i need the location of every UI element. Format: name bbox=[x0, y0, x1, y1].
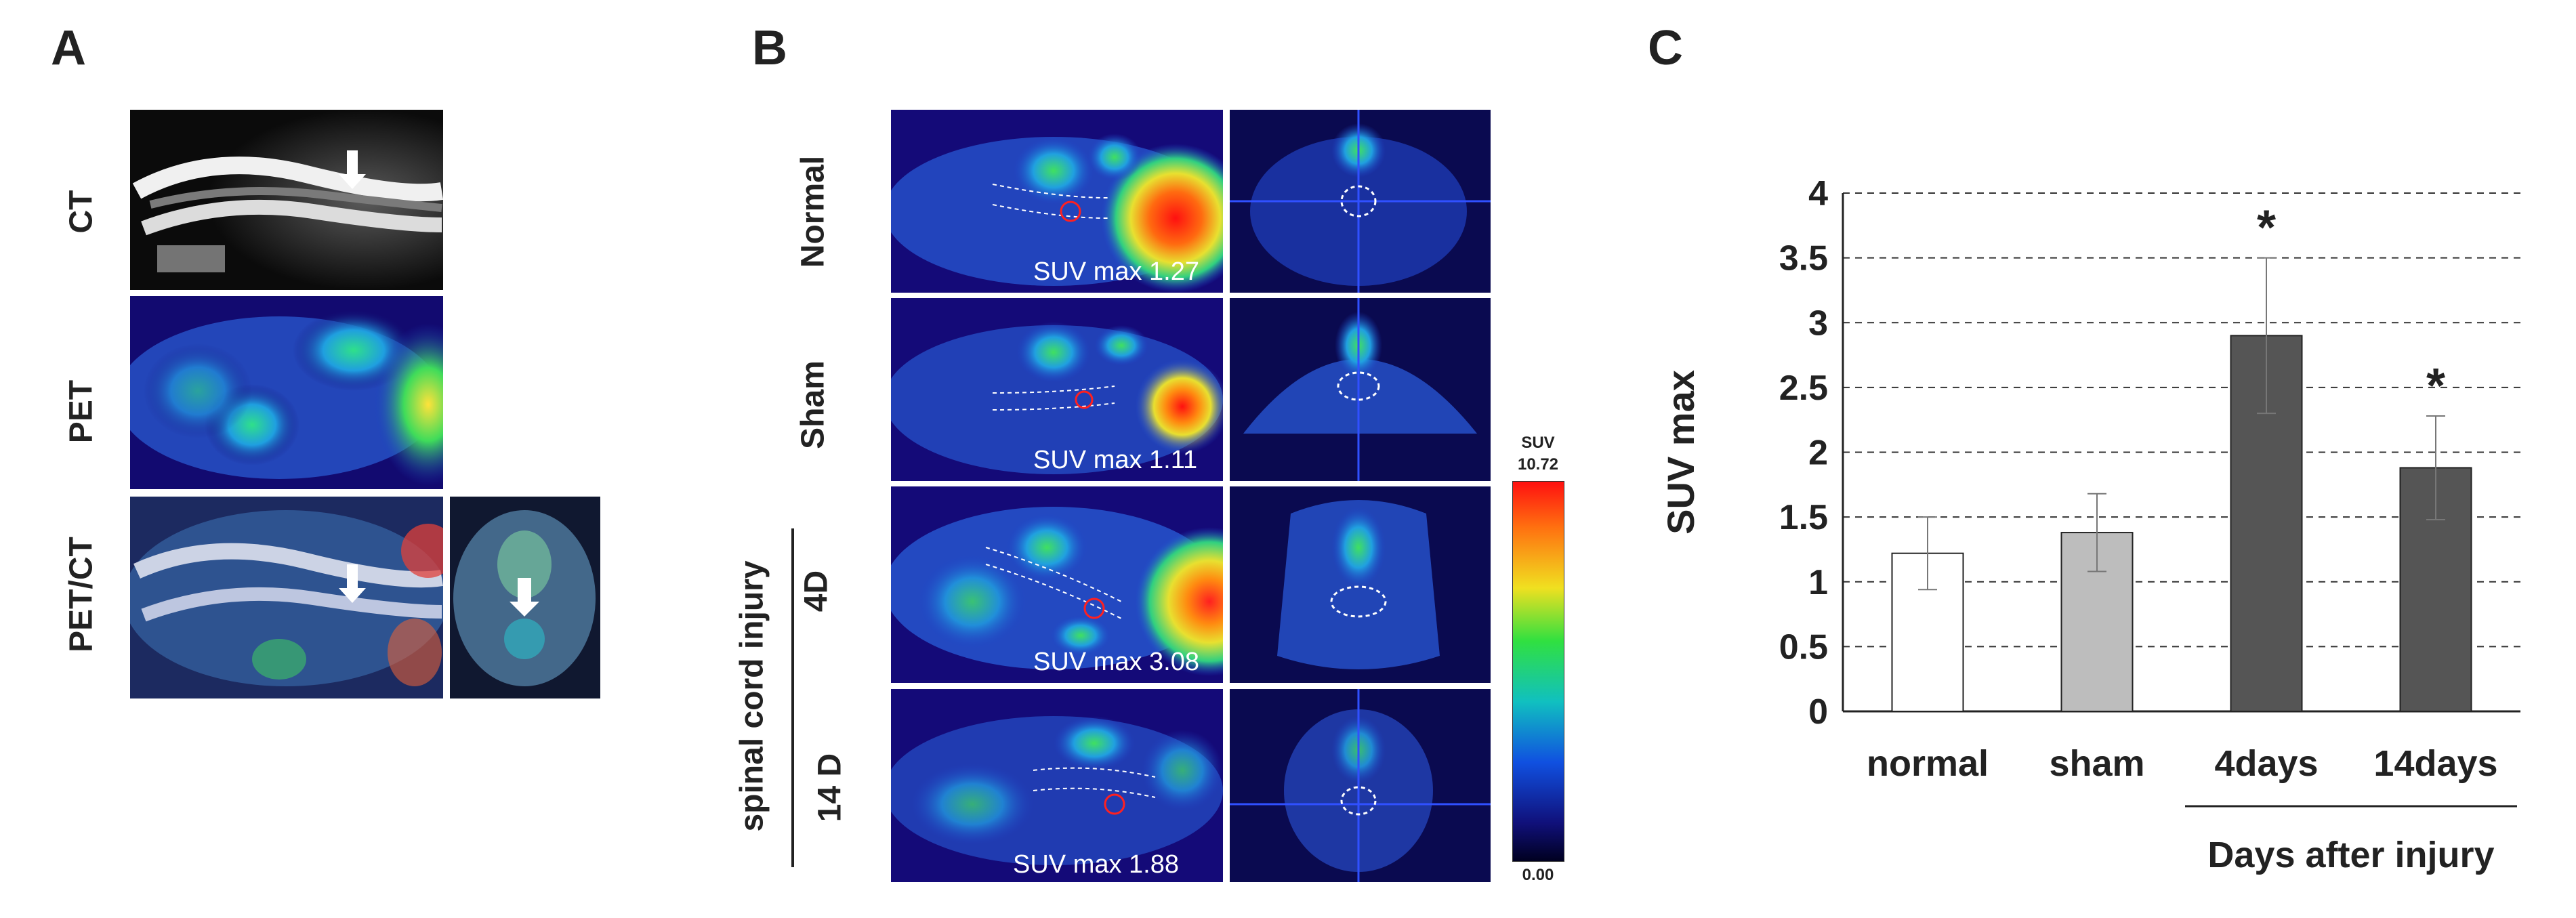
panel-b-sham-sagittal: SUV max 1.11 bbox=[891, 298, 1223, 481]
x-tick-label: 14days bbox=[2373, 743, 2497, 784]
panel-c-letter: C bbox=[1648, 21, 1683, 75]
panel-b-row-label-14d: 14 D bbox=[812, 753, 848, 822]
panel-b-normal-sagittal: SUV max 1.27 bbox=[891, 110, 1223, 293]
group-label: Days after injury bbox=[2207, 835, 2494, 875]
panel-b-sham-axial bbox=[1230, 298, 1491, 481]
suv-max-label-normal: SUV max 1.27 bbox=[1033, 257, 1199, 286]
colorbar-min: 0.00 bbox=[1522, 866, 1554, 884]
arrow-down-icon bbox=[510, 578, 539, 617]
petct-axial-image bbox=[450, 497, 600, 698]
suv-max-label-4d: SUV max 3.08 bbox=[1033, 648, 1199, 676]
panel-b-4d-sagittal: SUV max 3.08 bbox=[891, 486, 1223, 683]
panel-b-group-label: spinal cord injury bbox=[734, 560, 770, 832]
panel-b-normal-axial bbox=[1230, 110, 1491, 293]
x-tick-label: sham bbox=[2049, 743, 2144, 784]
x-tick-label: 4days bbox=[2214, 743, 2318, 784]
y-tick-label: 0 bbox=[1808, 692, 1828, 732]
panel-a-row-label-petct: PET/CT bbox=[63, 537, 100, 652]
y-tick-label: 4 bbox=[1808, 174, 1828, 213]
arrow-down-icon bbox=[339, 564, 366, 603]
panel-b-14d-axial bbox=[1230, 689, 1491, 882]
panel-b-letter: B bbox=[752, 21, 787, 75]
colorbar-max: 10.72 bbox=[1517, 455, 1559, 474]
ct-sagittal-image bbox=[130, 110, 443, 290]
panel-b-group-divider bbox=[791, 528, 794, 867]
y-tick-label: 2.5 bbox=[1779, 369, 1828, 408]
y-tick-label: 3 bbox=[1808, 304, 1828, 343]
y-tick-label: 0.5 bbox=[1779, 627, 1828, 667]
panel-a-row-label-pet: PET bbox=[63, 379, 100, 444]
y-tick-label: 1.5 bbox=[1779, 498, 1828, 537]
petct-sagittal-image bbox=[130, 497, 443, 698]
y-axis-label: SUV max bbox=[1659, 370, 1702, 535]
significance-marker: * bbox=[2257, 201, 2276, 255]
panel-a-row-label-ct: CT bbox=[63, 190, 100, 234]
panel-b-row-label-sham: Sham bbox=[795, 360, 831, 449]
colorbar bbox=[1512, 481, 1564, 862]
suv-max-label-sham: SUV max 1.11 bbox=[1033, 446, 1198, 474]
arrow-down-icon bbox=[339, 150, 366, 189]
y-tick-label: 1 bbox=[1808, 563, 1828, 602]
y-tick-label: 2 bbox=[1808, 434, 1828, 473]
suv-max-label-14d: SUV max 1.88 bbox=[1013, 850, 1179, 879]
y-tick-label: 3.5 bbox=[1779, 239, 1828, 278]
significance-marker: * bbox=[2426, 359, 2445, 413]
panel-b-4d-axial bbox=[1230, 486, 1491, 683]
pet-sagittal-image bbox=[130, 296, 443, 489]
suv-bar-chart: 0 0.5 1 1.5 2 2.5 3 3.5 4 SUV max normal sham * 4days… bbox=[1659, 174, 2520, 875]
x-tick-label: normal bbox=[1867, 743, 1989, 784]
panel-b-14d-sagittal: SUV max 1.88 bbox=[891, 689, 1223, 882]
panel-a-letter: A bbox=[51, 21, 86, 75]
panel-b-row-label-normal: Normal bbox=[795, 155, 831, 268]
colorbar-title: SUV bbox=[1521, 434, 1555, 452]
panel-b-row-label-4d: 4D bbox=[798, 570, 835, 612]
